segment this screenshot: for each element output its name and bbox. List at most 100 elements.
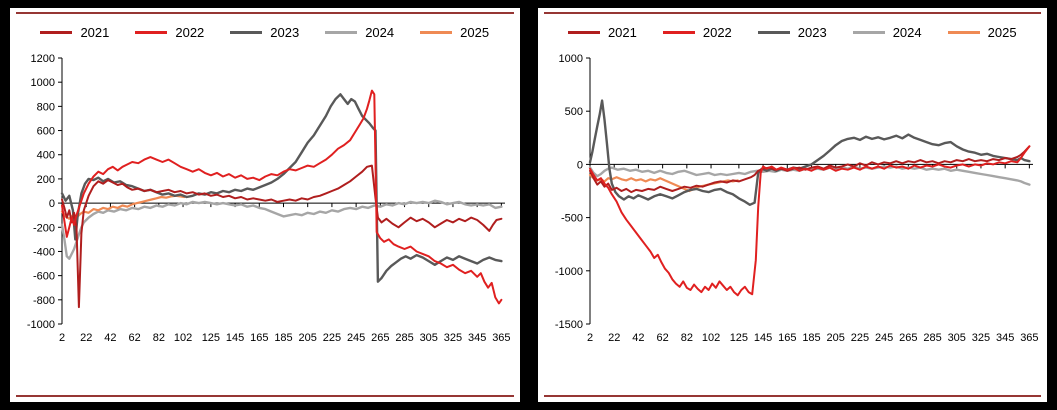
y-tick-label: -1000 — [27, 319, 55, 331]
legend-swatch-2022 — [662, 30, 695, 34]
legend-item-2023: 2023 — [757, 24, 827, 40]
x-tick-label: 185 — [802, 332, 820, 344]
x-tick-label: 365 — [1020, 332, 1038, 344]
y-tick-label: 0 — [576, 159, 582, 171]
legend-swatch-2025 — [420, 30, 453, 34]
x-tick-label: 225 — [850, 332, 868, 344]
y-tick-label: 800 — [37, 101, 55, 113]
y-tick-label: -1500 — [554, 319, 582, 331]
legend-label-2021: 2021 — [80, 24, 110, 40]
x-tick-label: 265 — [371, 332, 389, 344]
x-tick-label: 325 — [971, 332, 989, 344]
y-tick-label: 1200 — [31, 53, 55, 65]
series-2021 — [588, 145, 1030, 194]
x-tick-label: 125 — [729, 332, 747, 344]
legend-item-2021: 2021 — [40, 25, 109, 40]
series-2022 — [588, 145, 1030, 297]
legend-label-2023: 2023 — [797, 24, 827, 40]
y-tick-label: -600 — [33, 271, 55, 283]
x-tick-label: 185 — [274, 332, 292, 344]
series-2024 — [60, 199, 503, 260]
legend-item-2022: 2022 — [135, 25, 204, 40]
legend-swatch-2023 — [757, 30, 790, 34]
top-rule — [543, 12, 1041, 14]
legend-swatch-2021 — [40, 30, 73, 34]
x-tick-label: 165 — [778, 332, 796, 344]
x-tick-label: 305 — [947, 332, 965, 344]
legend-label-2025: 2025 — [987, 24, 1017, 40]
legend-swatch-2021 — [567, 30, 600, 34]
x-tick-label: 62 — [128, 332, 140, 344]
x-tick-label: 325 — [444, 332, 462, 344]
y-tick-label: 400 — [37, 150, 55, 162]
legend-label-2021: 2021 — [607, 24, 637, 40]
series-2022 — [61, 89, 503, 305]
legend-swatch-2022 — [135, 30, 168, 34]
legend: 2021 2022 2023 2024 2025 — [544, 16, 1042, 48]
x-tick-label: 265 — [899, 332, 917, 344]
legend-swatch-2025 — [947, 30, 980, 34]
y-tick-label: -800 — [33, 295, 55, 307]
legend-swatch-2024 — [852, 30, 885, 34]
legend-item-2025: 2025 — [420, 25, 489, 40]
y-tick-label: 0 — [49, 198, 55, 210]
y-tick-label: -400 — [33, 246, 55, 258]
chart-panel-right: 2021 2022 2023 2024 2025 1000 500 0 -500 -10… — [537, 8, 1047, 402]
y-tick-label: 200 — [37, 174, 55, 186]
x-tick-label: 2 — [586, 332, 592, 344]
bottom-rule — [543, 395, 1041, 397]
chart-panel-left: 2021 2022 2023 2024 2025 1200 1000 800 600 4… — [10, 8, 520, 402]
x-tick-label: 285 — [923, 332, 941, 344]
legend-label-2024: 2024 — [365, 24, 395, 40]
x-tick-label: 205 — [826, 332, 844, 344]
x-tick-label: 22 — [608, 332, 620, 344]
x-tick-label: 365 — [492, 332, 510, 344]
legend-item-2022: 2022 — [662, 24, 732, 40]
x-tick-label: 145 — [226, 332, 244, 344]
x-tick-label: 102 — [174, 332, 192, 344]
x-tick-label: 102 — [701, 332, 719, 344]
legend-label-2022: 2022 — [702, 24, 732, 40]
legend-item-2024: 2024 — [325, 25, 394, 40]
legend: 2021 2022 2023 2024 2025 — [16, 16, 514, 48]
x-tick-label: 285 — [395, 332, 413, 344]
series-2021 — [61, 164, 503, 309]
legend-item-2025: 2025 — [947, 24, 1017, 40]
x-tick-label: 345 — [995, 332, 1013, 344]
x-tick-label: 22 — [80, 332, 92, 344]
top-rule — [16, 12, 514, 14]
bottom-rule — [16, 395, 514, 397]
legend-item-2021: 2021 — [567, 24, 637, 40]
x-tick-label: 62 — [656, 332, 668, 344]
x-tick-label: 305 — [420, 332, 438, 344]
legend-label-2025: 2025 — [460, 24, 490, 40]
x-tick-label: 82 — [680, 332, 692, 344]
legend-swatch-2023 — [230, 30, 263, 34]
x-tick-label: 165 — [250, 332, 268, 344]
x-tick-label: 42 — [632, 332, 644, 344]
x-tick-label: 205 — [299, 332, 317, 344]
x-tick-label: 145 — [753, 332, 771, 344]
y-tick-label: -1000 — [554, 266, 582, 278]
x-tick-label: 42 — [104, 332, 116, 344]
x-tick-label: 82 — [153, 332, 165, 344]
x-tick-label: 245 — [347, 332, 365, 344]
line-chart-left: 1200 1000 800 600 400 200 0 -200 -400 -600 -800 -10… — [27, 53, 511, 344]
y-tick-label: 1000 — [31, 77, 55, 89]
x-tick-label: 125 — [202, 332, 220, 344]
legend-label-2022: 2022 — [175, 24, 205, 40]
legend-item-2024: 2024 — [852, 24, 922, 40]
y-tick-label: 1000 — [558, 53, 582, 65]
x-tick-label: 2 — [59, 332, 65, 344]
legend-swatch-2024 — [325, 30, 358, 34]
legend-label-2024: 2024 — [892, 24, 922, 40]
x-tick-label: 345 — [468, 332, 486, 344]
x-tick-label: 225 — [323, 332, 341, 344]
y-tick-label: -500 — [560, 213, 582, 225]
legend-label-2023: 2023 — [270, 24, 300, 40]
series-2023 — [60, 93, 503, 283]
legend-item-2023: 2023 — [230, 25, 299, 40]
y-tick-label: -200 — [33, 222, 55, 234]
